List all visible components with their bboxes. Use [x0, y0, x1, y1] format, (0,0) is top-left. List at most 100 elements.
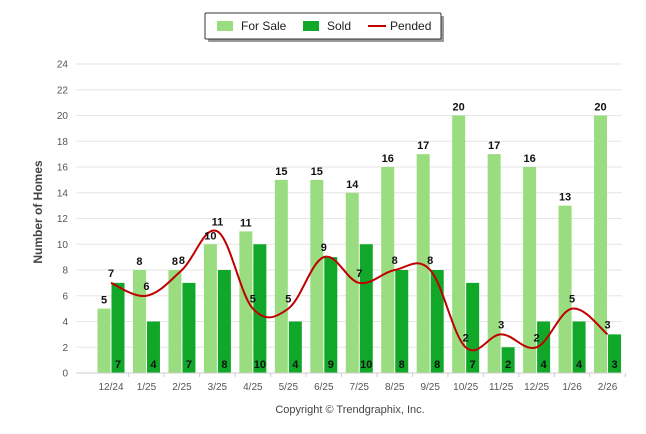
label-for-sale-1/26: 13 [559, 192, 571, 204]
label-pended-3/25: 11 [212, 216, 224, 228]
label-for-sale-9/25: 17 [417, 140, 429, 152]
y-tick-label-8: 8 [62, 266, 68, 277]
y-tick-label-20: 20 [57, 111, 69, 122]
x-tick-label-5: 5/25 [279, 382, 299, 393]
bar-sold-12/24 [111, 282, 125, 373]
label-sold-10/25: 7 [470, 359, 476, 371]
y-tick-label-0: 0 [62, 369, 68, 380]
x-tick-label-9: 9/25 [420, 382, 440, 393]
legend-label-pended: Pended [390, 19, 431, 33]
x-tick-label-12: 12/25 [524, 382, 549, 393]
bar-sold-3/25 [217, 270, 231, 373]
bar-sold-2/26 [608, 334, 622, 373]
label-sold-1/26: 4 [576, 359, 583, 371]
x-tick-label-10: 10/25 [453, 382, 478, 393]
label-sold-8/25: 8 [399, 359, 405, 371]
label-sold-4/25: 10 [254, 359, 266, 371]
label-sold-3/25: 8 [221, 359, 227, 371]
bar-for-sale-12/25 [523, 167, 537, 373]
label-for-sale-8/25: 16 [382, 153, 394, 165]
y-tick-label-4: 4 [62, 317, 68, 328]
label-for-sale-12/25: 16 [523, 153, 535, 165]
copyright-text: Copyright © Trendgraphix, Inc. [275, 404, 424, 416]
y-tick-label-22: 22 [57, 85, 69, 96]
x-tick-label-4: 4/25 [243, 382, 263, 393]
y-tick-label-24: 24 [57, 60, 69, 71]
label-for-sale-3/25: 10 [204, 230, 216, 242]
bar-for-sale-12/24 [97, 308, 111, 373]
x-tick-label-11: 11/25 [489, 382, 514, 393]
x-tick-label-14: 2/26 [598, 382, 618, 393]
y-tick-label-10: 10 [57, 240, 69, 251]
label-for-sale-6/25: 15 [311, 166, 323, 178]
pended-line [110, 229, 609, 352]
label-sold-12/24: 7 [115, 359, 121, 371]
bar-sold-11/25 [501, 347, 515, 373]
label-sold-12/25: 4 [541, 359, 548, 371]
label-pended-1/26: 5 [569, 294, 575, 306]
label-sold-7/25: 10 [360, 359, 372, 371]
label-for-sale-12/24: 5 [101, 295, 107, 307]
label-pended-12/25: 2 [534, 332, 540, 344]
label-sold-2/25: 7 [186, 359, 192, 371]
legend: For Sale Sold Pended [204, 12, 444, 42]
label-pended-1/25: 6 [143, 281, 149, 293]
label-for-sale-5/25: 15 [275, 166, 287, 178]
label-pended-8/25: 8 [392, 255, 398, 267]
label-pended-9/25: 8 [427, 255, 433, 267]
label-for-sale-7/25: 14 [346, 179, 359, 191]
label-for-sale-4/25: 11 [240, 217, 252, 229]
bar-for-sale-7/25 [345, 192, 359, 373]
bar-for-sale-4/25 [239, 231, 253, 373]
label-sold-11/25: 2 [505, 359, 511, 371]
line-layer [110, 229, 609, 352]
bar-sold-2/25 [182, 282, 196, 373]
y-tick-label-14: 14 [57, 188, 69, 199]
y-tick-label-12: 12 [57, 214, 69, 225]
label-for-sale-10/25: 20 [453, 102, 465, 114]
legend-label-sold: Sold [327, 19, 351, 33]
label-sold-6/25: 9 [328, 359, 334, 371]
label-for-sale-2/26: 20 [594, 102, 606, 114]
bar-for-sale-3/25 [203, 244, 217, 373]
legend-swatch-for-sale [217, 21, 233, 31]
bar-for-sale-1/26 [558, 205, 572, 373]
label-sold-9/25: 8 [434, 359, 440, 371]
bar-for-sale-10/25 [452, 115, 466, 373]
x-tick-label-3: 3/25 [208, 382, 228, 393]
x-tick-label-2: 2/25 [172, 382, 192, 393]
label-sold-2/26: 3 [611, 359, 617, 371]
bar-layer [97, 115, 622, 373]
y-axis-title: Number of Homes [31, 160, 45, 264]
bar-for-sale-6/25 [310, 179, 324, 373]
label-for-sale-2/25: 8 [172, 256, 178, 268]
y-tick-label-2: 2 [62, 343, 68, 354]
label-pended-7/25: 7 [356, 268, 362, 280]
x-tick-label-7: 7/25 [350, 382, 370, 393]
label-pended-11/25: 3 [498, 319, 504, 331]
label-pended-10/25: 2 [463, 332, 469, 344]
x-tick-label-6: 6/25 [314, 382, 334, 393]
label-pended-5/25: 5 [285, 294, 291, 306]
legend-swatch-sold [303, 21, 319, 31]
legend-label-for-sale: For Sale [241, 19, 287, 33]
bar-for-sale-8/25 [381, 167, 395, 373]
bar-sold-6/25 [324, 257, 338, 373]
bar-sold-12/25 [537, 321, 551, 373]
bar-sold-9/25 [430, 270, 444, 373]
bar-for-sale-2/25 [168, 270, 182, 373]
label-pended-12/24: 7 [108, 268, 114, 280]
bar-for-sale-2/26 [594, 115, 608, 373]
legend-box [204, 12, 442, 40]
label-for-sale-11/25: 17 [488, 140, 500, 152]
x-tick-label-1: 1/25 [137, 382, 157, 393]
bar-sold-1/25 [146, 321, 160, 373]
x-tick-label-13: 1/26 [562, 382, 582, 393]
label-pended-6/25: 9 [321, 242, 327, 254]
x-tick-label-8: 8/25 [385, 382, 405, 393]
label-pended-4/25: 5 [250, 294, 256, 306]
bar-for-sale-5/25 [274, 179, 288, 373]
label-pended-2/25: 8 [179, 255, 185, 267]
